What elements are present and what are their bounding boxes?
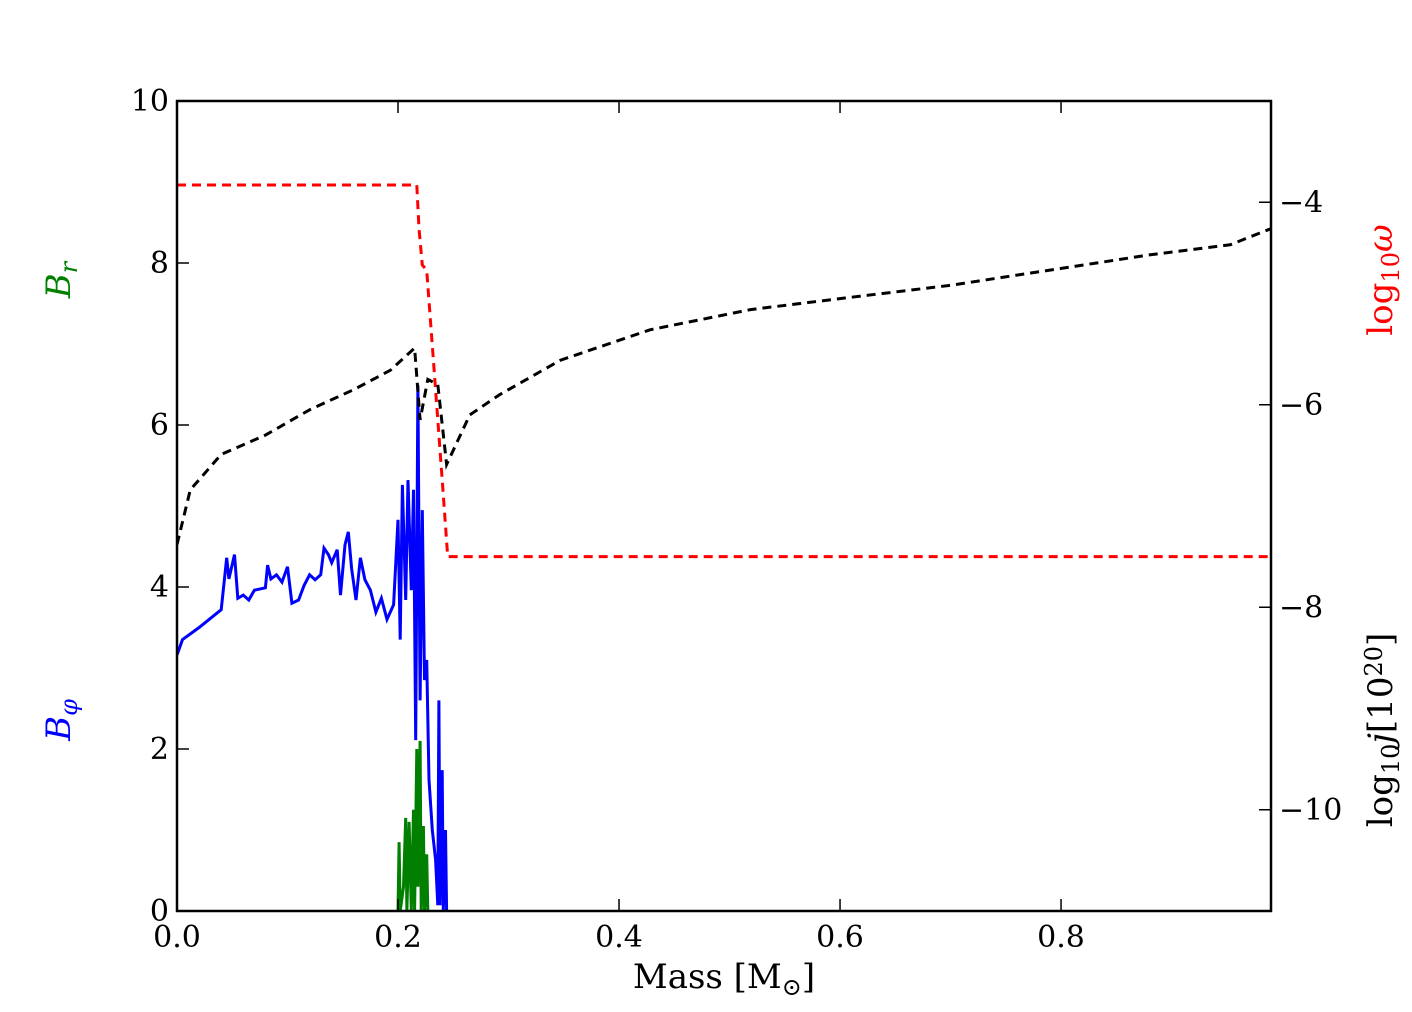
x-tick-label: 0.4: [595, 920, 643, 955]
y2-tick-label: −8: [1279, 590, 1323, 625]
y2-tick-label: −4: [1279, 185, 1323, 220]
y-axis-label: Bφ: [39, 699, 83, 742]
y2-axis-label: log10j[1020]: [1360, 633, 1405, 828]
y2-axis-label-part: [10: [1361, 677, 1401, 734]
x-axis-label-part: ]: [802, 957, 815, 997]
y2-axis-label-part: ω: [1361, 224, 1401, 252]
x-tick-label: 0.6: [816, 920, 864, 955]
y2-axis-label-part: 10: [1377, 744, 1405, 775]
y2-axis-label: log10ω: [1361, 224, 1405, 335]
y2-tick-label: −10: [1279, 793, 1342, 828]
y-axis-label-part: φ: [55, 699, 83, 716]
series-line: [177, 183, 1271, 559]
x-axis-label-part: Mass [M: [633, 957, 782, 997]
y-tick-label: 0: [150, 894, 169, 929]
x-tick-label: 0.0: [153, 920, 201, 955]
x-tick-label: 0.8: [1037, 920, 1085, 955]
y-axis-label-part: B: [39, 273, 79, 299]
y2-tick-label: −6: [1279, 388, 1323, 423]
plot-frame: [175, 99, 1273, 913]
series-line: [177, 227, 1271, 545]
series-line: [177, 385, 449, 911]
x-axis-label-part: ⊙: [782, 973, 802, 1001]
y-axis-label-part: B: [39, 716, 79, 742]
y-tick-label: 8: [150, 246, 169, 281]
y-axis-label: Br: [39, 260, 83, 299]
series-line: [396, 740, 430, 911]
y2-axis-label-part: log: [1361, 283, 1401, 336]
y2-axis-label-part: 10: [1377, 252, 1405, 283]
y2-axis-label-part: log: [1361, 774, 1401, 827]
y-axis-label-part: r: [55, 260, 83, 273]
y-tick-label: 4: [150, 570, 169, 605]
x-axis-label: Mass [M⊙]: [633, 957, 815, 1001]
y-tick-label: 6: [150, 408, 169, 443]
x-tick-label: 0.2: [374, 920, 422, 955]
y-tick-label: 10: [131, 84, 169, 119]
y2-axis-label-part: ]: [1361, 633, 1401, 646]
y2-axis-label-part: 20: [1360, 646, 1388, 677]
y-tick-label: 2: [150, 732, 169, 767]
